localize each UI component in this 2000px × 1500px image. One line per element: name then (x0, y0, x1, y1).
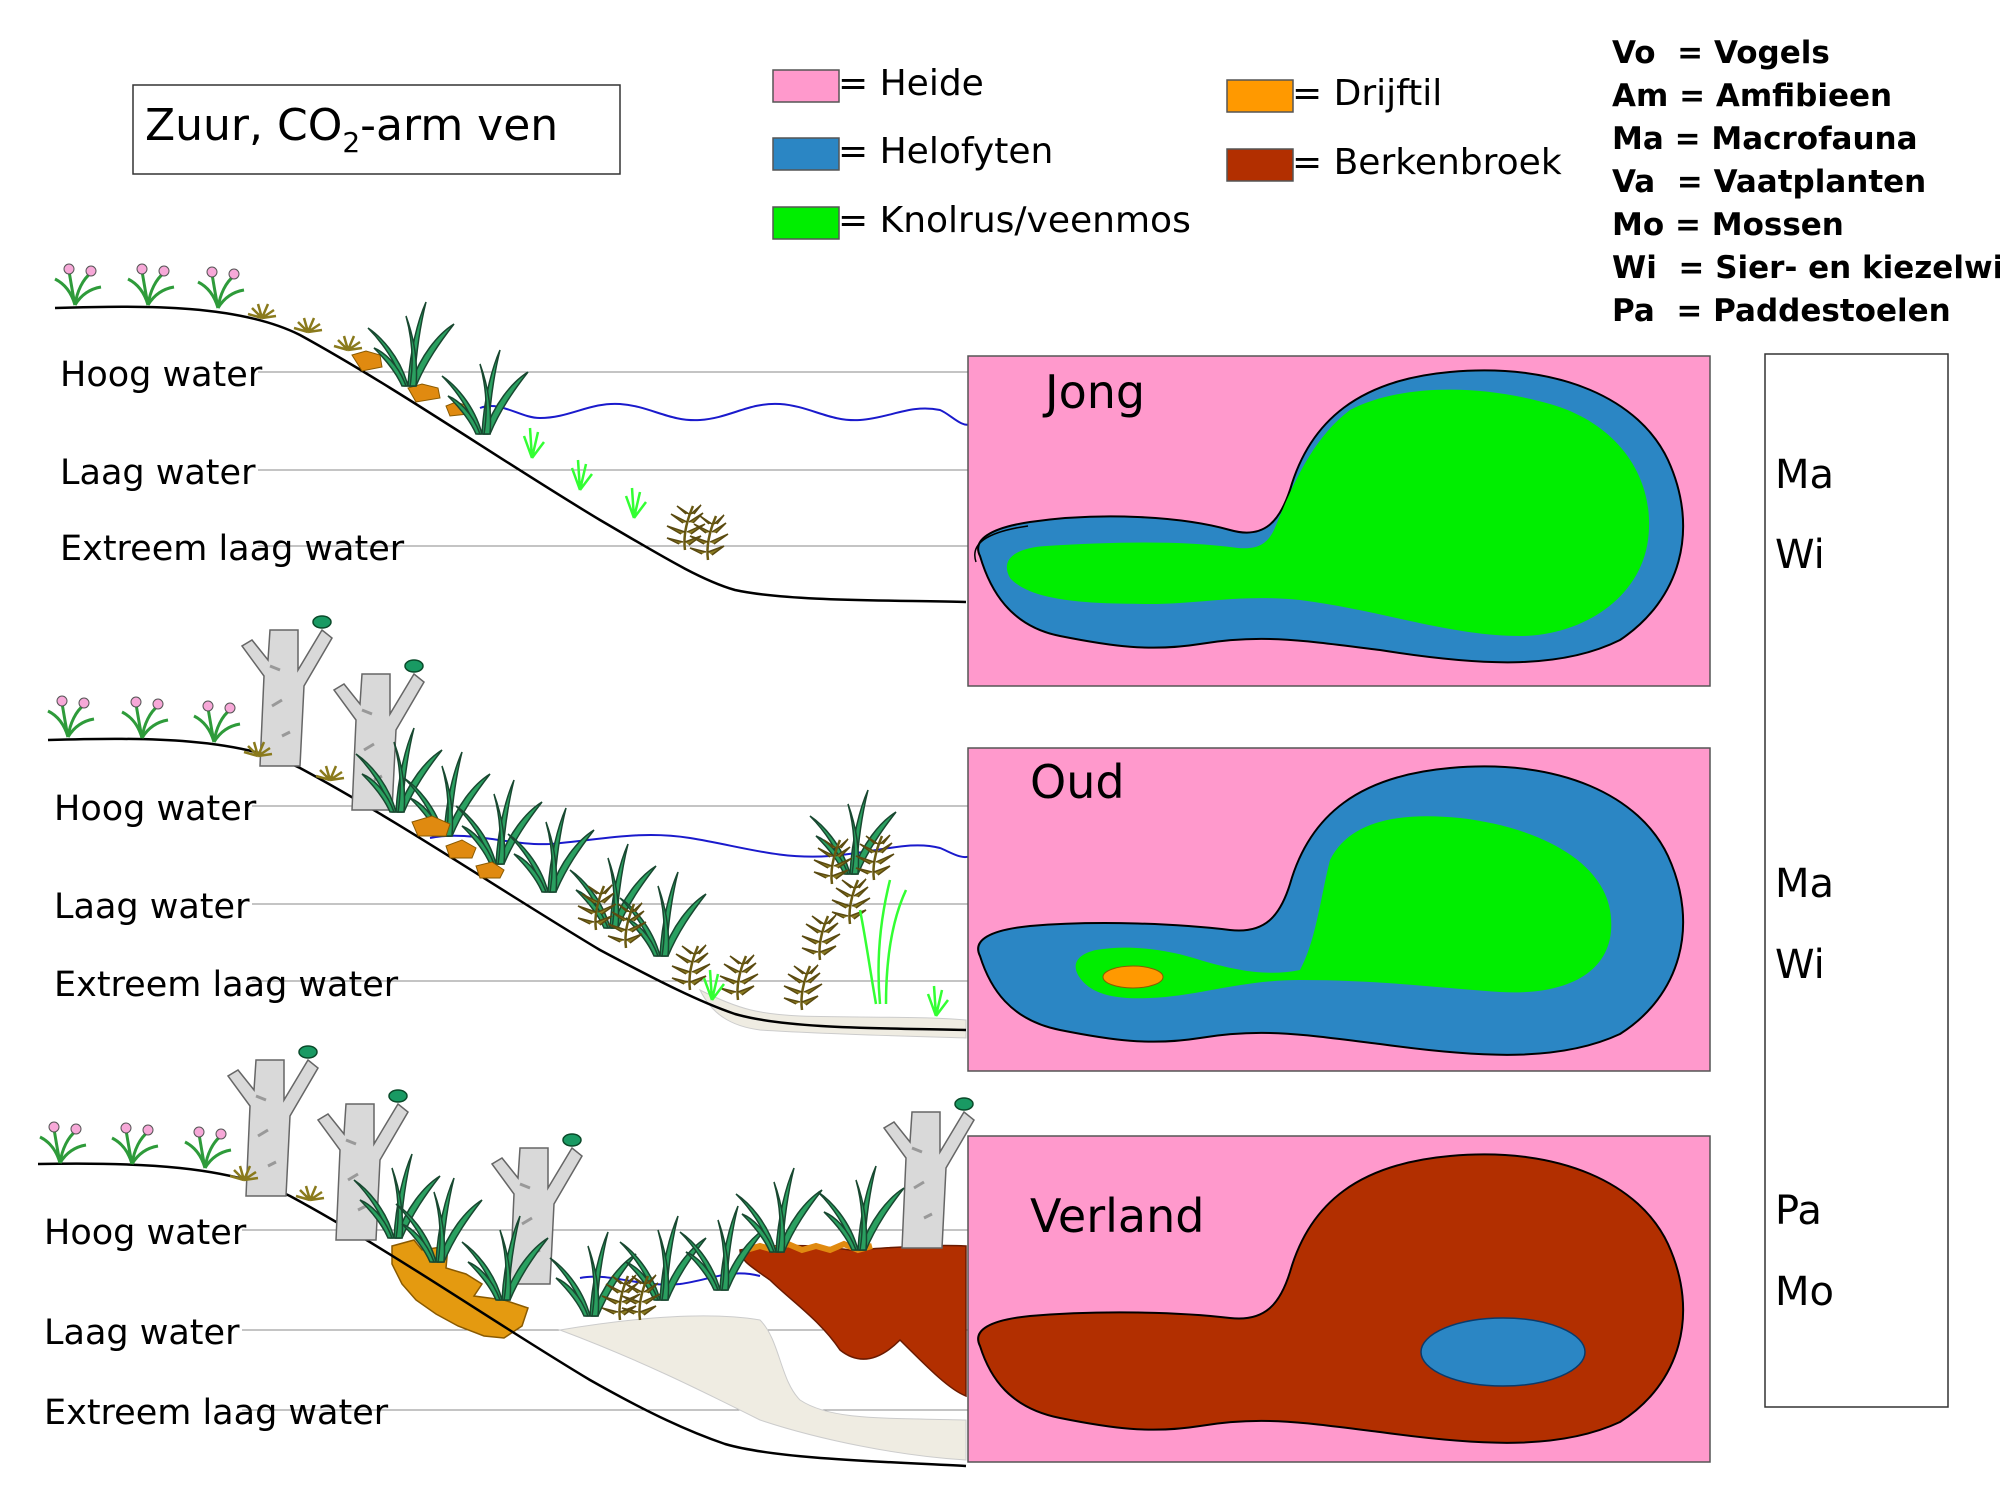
abbreviation-item: Am = Amfibieen (1612, 78, 1892, 114)
abbreviation-list: Vo = Vogels Am = Amfibieen Ma = Macrofau… (1612, 35, 2000, 329)
species-label: Mo (1775, 1269, 1834, 1315)
stage-title-verland: Verland (1030, 1189, 1204, 1243)
bank-profile (47, 737, 967, 1032)
abbreviation-item: Wi = Sier- en kiezelwier (1612, 250, 2000, 286)
abbreviation-item: Ma = Macrofauna (1612, 121, 1918, 157)
legend-item-heide: = Heide (772, 63, 984, 104)
species-label: Pa (1775, 1188, 1822, 1234)
species-label: Wi (1775, 532, 1825, 578)
diagram-title: Zuur, CO (145, 100, 342, 151)
sediment-layer (558, 1315, 967, 1461)
abbreviation-item: Mo = Mossen (1612, 207, 1844, 243)
abbreviation-item: Pa = Paddestoelen (1612, 293, 1951, 329)
water-level-label-high: Hoog water (54, 789, 257, 829)
species-label: Wi (1775, 942, 1825, 988)
legend-label: = Heide (838, 63, 984, 104)
water-level-label-low: Laag water (54, 887, 250, 927)
bank-profile (54, 305, 967, 604)
stage-title-jong: Jong (1042, 365, 1145, 419)
water-level-label-high: Hoog water (44, 1213, 247, 1253)
berkenbroek-layer (739, 1244, 967, 1398)
water-surface (429, 834, 971, 858)
profile-panel-oud: Hoog water Laag water Extreem laag water (46, 614, 971, 1039)
stage-title-oud: Oud (1030, 755, 1125, 809)
water-level-label-low: Laag water (60, 453, 256, 493)
species-label: Ma (1775, 861, 1834, 907)
legend-label: = Berkenbroek (1292, 142, 1562, 183)
map-panel-verland: Verland (967, 1135, 1711, 1463)
profile-panel-jong: Hoog water Laag water Extreem laag water (53, 262, 971, 604)
legend-item-knolrus: = Knolrus/veenmos (772, 200, 1191, 241)
diagram-title-rest: -arm ven (360, 100, 558, 151)
bank-profile (37, 1162, 967, 1468)
species-column: Ma Wi Ma Wi Pa Mo (1764, 353, 1949, 1408)
water-level-label-extreme: Extreem laag water (44, 1393, 389, 1433)
legend-item-berkenbroek: = Berkenbroek (1226, 142, 1562, 183)
drijftil-patch (1102, 965, 1164, 989)
diagram-title-subscript: 2 (342, 126, 360, 159)
water-level-label-extreme: Extreem laag water (54, 965, 399, 1005)
water-surface (479, 402, 971, 426)
sediment-layer (698, 988, 967, 1039)
profile-panel-verland: Hoog water Laag water Extreem laag water (37, 1044, 976, 1468)
legend-label: = Drijftil (1292, 73, 1442, 114)
abbreviation-item: Va = Vaatplanten (1612, 164, 1926, 200)
abbreviation-item: Vo = Vogels (1612, 35, 1830, 71)
water-level-label-low: Laag water (44, 1313, 240, 1353)
title-box: Zuur, CO2-arm ven (132, 84, 621, 175)
species-label: Ma (1775, 452, 1834, 498)
legend-label: = Helofyten (838, 131, 1053, 172)
legend-item-helofyten: = Helofyten (772, 131, 1053, 172)
map-panel-oud: Oud (967, 747, 1711, 1072)
open-water-patch (1420, 1317, 1586, 1387)
legend-item-drijftil: = Drijftil (1226, 73, 1442, 114)
legend: = Heide = Helofyten = Knolrus/veenmos = … (772, 63, 1562, 241)
svg-text:Zuur, CO2-arm ven: Zuur, CO2-arm ven (145, 100, 558, 159)
map-panel-jong: Jong (967, 355, 1711, 687)
water-level-label-extreme: Extreem laag water (60, 529, 405, 569)
legend-label: = Knolrus/veenmos (838, 200, 1191, 241)
water-level-label-high: Hoog water (60, 355, 263, 395)
